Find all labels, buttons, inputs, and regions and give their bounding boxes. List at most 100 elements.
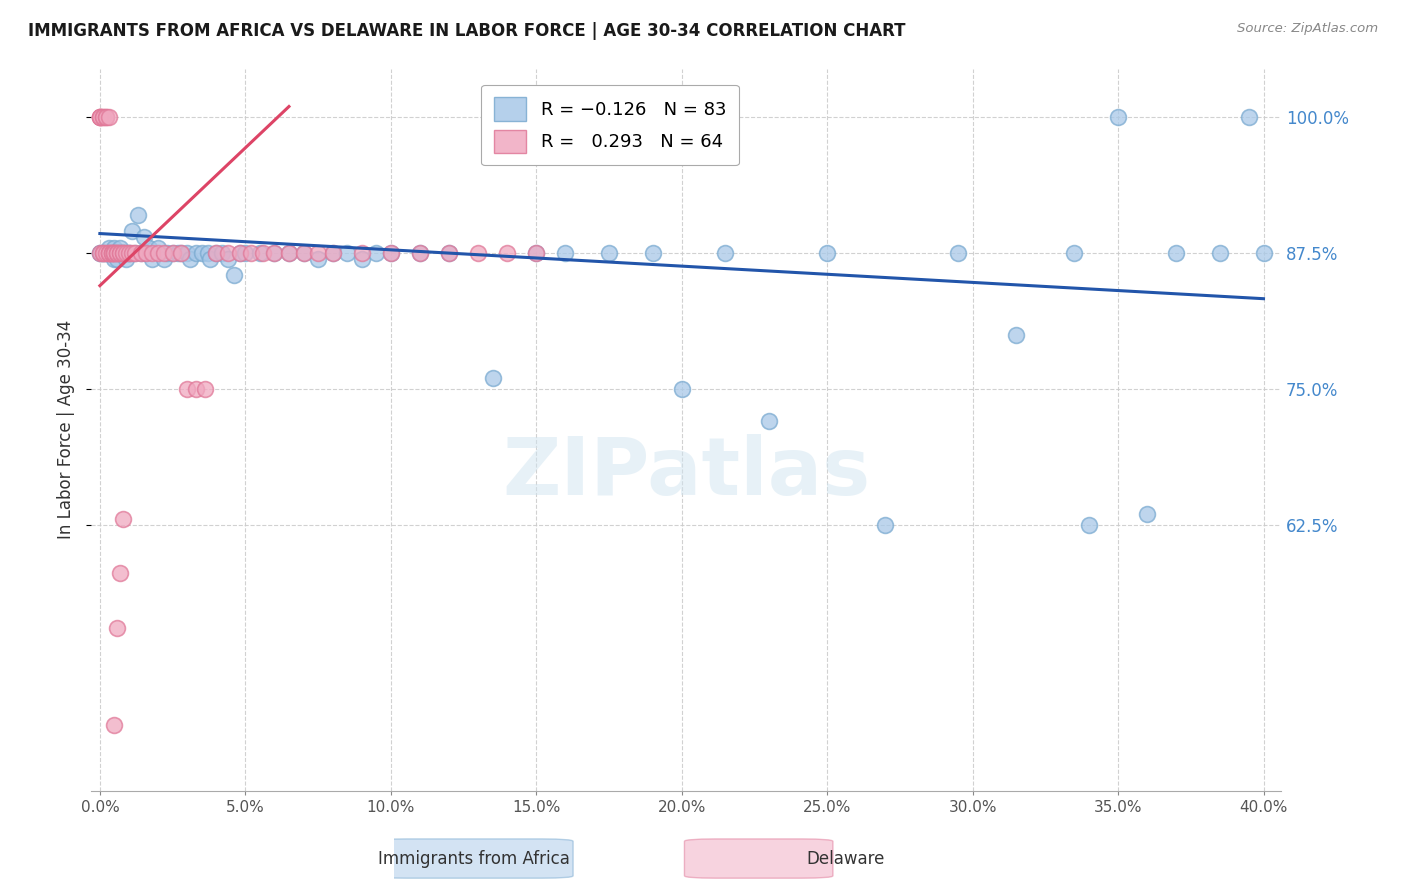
Point (146, 241, 169, 255)
Point (110, 246, 132, 260)
Point (179, 252, 201, 266)
Point (671, 382, 693, 396)
Point (322, 246, 344, 260)
Point (115, 246, 138, 260)
Point (211, 246, 233, 260)
Point (118, 246, 141, 260)
Point (103, 252, 125, 266)
Point (100, 246, 122, 260)
Point (91, 111, 114, 125)
Point (197, 246, 219, 260)
Point (97, 111, 120, 125)
Point (100, 246, 122, 260)
Point (121, 246, 143, 260)
Point (336, 246, 359, 260)
Point (118, 246, 141, 260)
Point (121, 224, 143, 238)
Point (1166, 246, 1188, 260)
Point (1107, 111, 1129, 125)
Point (217, 252, 239, 266)
Point (1209, 246, 1232, 260)
Point (222, 268, 245, 282)
Point (205, 246, 228, 260)
Point (112, 246, 135, 260)
Point (103, 246, 125, 260)
Point (146, 246, 169, 260)
Point (322, 246, 344, 260)
Point (714, 246, 737, 260)
Point (1063, 246, 1085, 260)
Point (240, 246, 263, 260)
Point (228, 246, 250, 260)
Point (124, 246, 146, 260)
Point (153, 252, 176, 266)
Point (875, 517, 897, 532)
Point (380, 246, 402, 260)
Point (524, 246, 547, 260)
Point (176, 246, 198, 260)
Point (156, 246, 179, 260)
Point (228, 246, 250, 260)
Point (437, 246, 460, 260)
Point (115, 252, 138, 266)
Point (132, 229, 155, 244)
Point (249, 246, 271, 260)
Point (89, 246, 111, 260)
Point (170, 246, 193, 260)
Point (350, 246, 373, 260)
Legend: R = −0.126   N = 83, R =   0.293   N = 64: R = −0.126 N = 83, R = 0.293 N = 64 (481, 85, 738, 166)
Point (100, 246, 122, 260)
Point (94, 111, 117, 125)
Point (194, 382, 217, 396)
Point (815, 246, 838, 260)
Point (409, 246, 432, 260)
Point (110, 246, 132, 260)
Point (105, 246, 128, 260)
Y-axis label: In Labor Force | Age 30-34: In Labor Force | Age 30-34 (58, 320, 75, 539)
Point (94, 246, 117, 260)
Point (217, 246, 239, 260)
Point (110, 246, 132, 260)
Point (1253, 246, 1275, 260)
FancyBboxPatch shape (375, 838, 574, 878)
Point (89, 111, 111, 125)
Point (292, 246, 315, 260)
Point (437, 246, 460, 260)
Point (103, 246, 125, 260)
Point (307, 246, 329, 260)
Point (105, 621, 128, 635)
Point (263, 246, 285, 260)
Point (252, 246, 274, 260)
Text: ZIPatlas: ZIPatlas (502, 434, 870, 512)
Point (110, 241, 132, 255)
Point (129, 246, 152, 260)
Point (94, 246, 117, 260)
FancyBboxPatch shape (685, 838, 832, 878)
Point (91, 111, 114, 125)
Point (307, 252, 329, 266)
Point (135, 246, 157, 260)
Point (205, 246, 228, 260)
Point (105, 246, 128, 260)
Point (1005, 327, 1028, 342)
Point (105, 246, 128, 260)
Point (467, 246, 489, 260)
Point (380, 246, 402, 260)
Point (758, 414, 780, 428)
Point (103, 241, 125, 255)
Point (141, 252, 163, 266)
Point (200, 252, 222, 266)
Point (94, 246, 117, 260)
Point (105, 252, 128, 266)
Point (91, 246, 114, 260)
Point (112, 246, 135, 260)
Point (127, 208, 149, 222)
Point (89, 246, 111, 260)
Point (94, 111, 117, 125)
Point (1136, 507, 1159, 521)
Point (129, 246, 152, 260)
Point (118, 246, 141, 260)
Point (263, 246, 285, 260)
Point (184, 382, 207, 396)
Point (481, 371, 503, 385)
